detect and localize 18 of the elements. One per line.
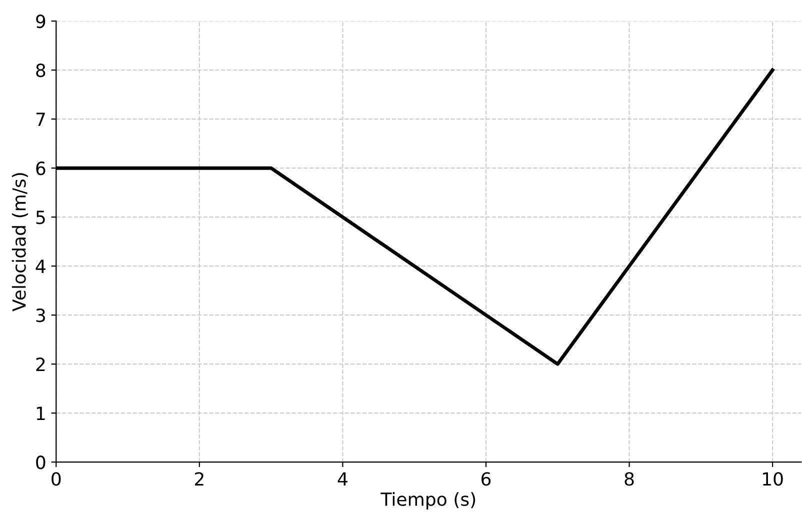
- x-axis-title: Tiempo (s): [380, 492, 476, 510]
- x-tick-label: 10: [763, 472, 783, 486]
- y-tick-label: 8: [36, 64, 46, 78]
- y-tick-label: 0: [36, 456, 46, 470]
- x-tick-label: 6: [482, 472, 491, 486]
- y-tick-label: 6: [36, 162, 46, 176]
- x-tick-label: 4: [338, 472, 348, 486]
- x-tick-label: 0: [52, 472, 61, 486]
- y-tick-label: 7: [36, 112, 45, 126]
- y-tick-label: 2: [36, 358, 45, 371]
- y-tick-label: 5: [36, 210, 45, 224]
- x-tick-label: 2: [195, 472, 204, 486]
- y-axis-title: Velocidad (m/s): [12, 173, 28, 312]
- y-tick-label: 1: [36, 406, 45, 420]
- y-tick-label: 9: [36, 14, 46, 28]
- x-tick-label: 8: [624, 472, 634, 486]
- y-tick-label: 3: [36, 308, 45, 322]
- y-tick-label: 4: [36, 260, 46, 273]
